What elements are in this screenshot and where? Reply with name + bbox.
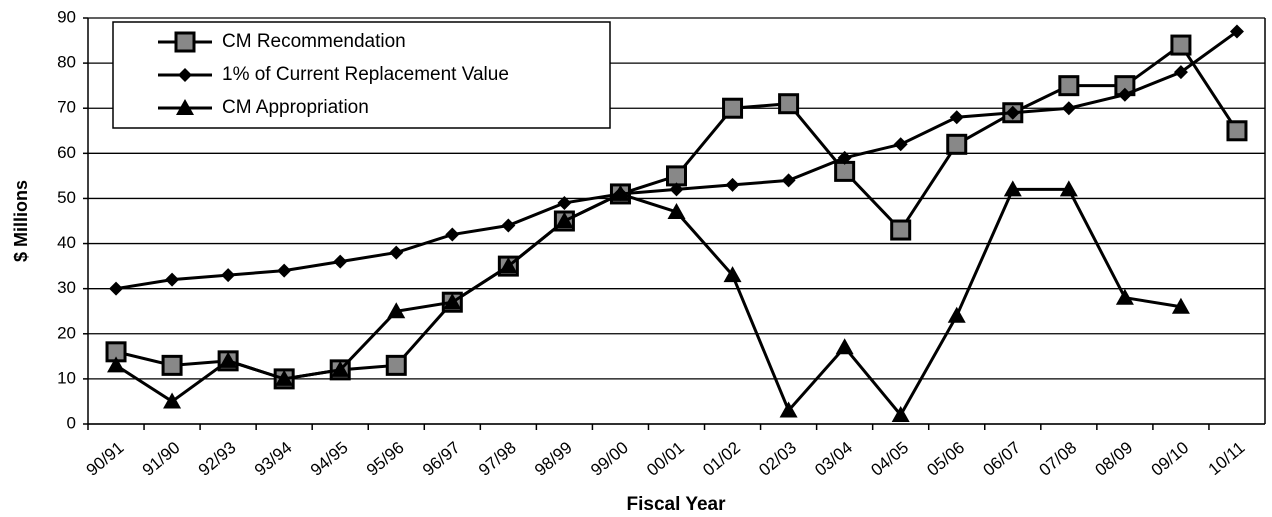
marker bbox=[890, 219, 912, 241]
marker bbox=[1171, 297, 1190, 314]
marker bbox=[1058, 75, 1080, 97]
x-tick-label: 02/03 bbox=[755, 438, 800, 480]
marker bbox=[781, 173, 796, 188]
marker bbox=[219, 351, 238, 368]
marker bbox=[1059, 180, 1078, 197]
x-tick-label: 09/10 bbox=[1148, 438, 1193, 480]
legend-label: CM Appropriation bbox=[222, 97, 369, 118]
marker bbox=[949, 110, 964, 125]
marker bbox=[163, 392, 182, 409]
marker bbox=[333, 254, 348, 269]
marker bbox=[1005, 105, 1020, 120]
x-tick-label: 92/93 bbox=[195, 438, 240, 480]
marker bbox=[1003, 180, 1022, 197]
marker bbox=[722, 97, 744, 119]
marker bbox=[275, 369, 294, 386]
y-tick-label: 20 bbox=[57, 323, 76, 342]
x-axis-label: Fiscal Year bbox=[627, 494, 727, 515]
x-tick-label: 06/07 bbox=[979, 438, 1024, 480]
x-tick-label: 98/99 bbox=[531, 438, 576, 480]
marker bbox=[107, 356, 126, 373]
y-tick-label: 10 bbox=[57, 368, 76, 387]
marker bbox=[667, 202, 686, 219]
y-tick-label: 0 bbox=[67, 413, 76, 432]
marker bbox=[723, 266, 742, 283]
y-tick-label: 50 bbox=[57, 188, 76, 207]
legend-marker bbox=[174, 31, 196, 53]
marker bbox=[1115, 288, 1134, 305]
marker bbox=[666, 165, 687, 187]
x-tick-label: 05/06 bbox=[923, 438, 968, 480]
y-tick-label: 80 bbox=[57, 53, 76, 72]
x-tick-label: 96/97 bbox=[419, 438, 464, 480]
marker bbox=[445, 227, 460, 242]
legend-marker bbox=[176, 99, 194, 115]
marker bbox=[725, 177, 740, 192]
x-tick-label: 03/04 bbox=[811, 438, 856, 480]
marker bbox=[778, 93, 800, 115]
marker bbox=[389, 245, 404, 260]
marker bbox=[837, 150, 852, 165]
marker bbox=[499, 257, 518, 274]
x-tick-label: 99/00 bbox=[587, 438, 632, 480]
marker bbox=[387, 302, 406, 319]
marker bbox=[891, 405, 910, 422]
y-tick-label: 60 bbox=[57, 143, 76, 162]
marker bbox=[947, 306, 966, 323]
marker bbox=[109, 281, 124, 296]
marker bbox=[161, 354, 183, 376]
y-tick-label: 40 bbox=[57, 233, 76, 252]
x-tick-label: 97/98 bbox=[475, 438, 520, 480]
marker bbox=[443, 293, 462, 310]
series-line bbox=[115, 187, 1182, 418]
x-tick-label: 10/11 bbox=[1205, 438, 1249, 479]
marker bbox=[165, 272, 180, 287]
y-axis-label: $ Millions bbox=[11, 180, 31, 262]
x-tick-label: 04/05 bbox=[867, 438, 912, 480]
marker bbox=[1173, 65, 1188, 80]
marker bbox=[1229, 24, 1244, 39]
x-tick-label: 93/94 bbox=[251, 438, 296, 480]
x-tick-label: 91/90 bbox=[139, 438, 184, 480]
x-tick-label: 95/96 bbox=[363, 438, 408, 480]
marker bbox=[1117, 87, 1132, 102]
legend-marker bbox=[178, 68, 192, 82]
x-tick-label: 08/09 bbox=[1092, 438, 1137, 480]
marker bbox=[1061, 101, 1076, 116]
y-tick-label: 70 bbox=[57, 98, 76, 117]
x-tick-label: 07/08 bbox=[1035, 438, 1080, 480]
marker bbox=[385, 354, 407, 376]
y-tick-label: 30 bbox=[57, 278, 76, 297]
marker bbox=[277, 263, 292, 278]
marker bbox=[555, 212, 574, 228]
y-tick-label: 90 bbox=[57, 7, 76, 26]
marker bbox=[669, 182, 684, 197]
marker bbox=[1226, 120, 1248, 142]
legend: CM Recommendation 1% of Current Replaceme… bbox=[112, 21, 611, 129]
marker bbox=[835, 338, 854, 355]
marker bbox=[331, 360, 350, 377]
marker bbox=[834, 160, 856, 182]
marker bbox=[221, 268, 236, 283]
x-tick-label: 01/02 bbox=[699, 438, 744, 480]
legend-label: CM Recommendation bbox=[222, 31, 406, 52]
x-tick-label: 00/01 bbox=[643, 438, 688, 480]
x-tick-label: 94/95 bbox=[307, 438, 352, 480]
x-tick-label: 90/91 bbox=[83, 438, 128, 480]
marker bbox=[946, 133, 968, 155]
legend-label: 1% of Current Replacement Value bbox=[222, 64, 509, 85]
marker bbox=[557, 195, 572, 210]
marker bbox=[611, 184, 630, 201]
marker bbox=[1170, 34, 1192, 56]
marker bbox=[779, 401, 798, 418]
marker bbox=[893, 137, 908, 152]
marker bbox=[501, 218, 516, 233]
